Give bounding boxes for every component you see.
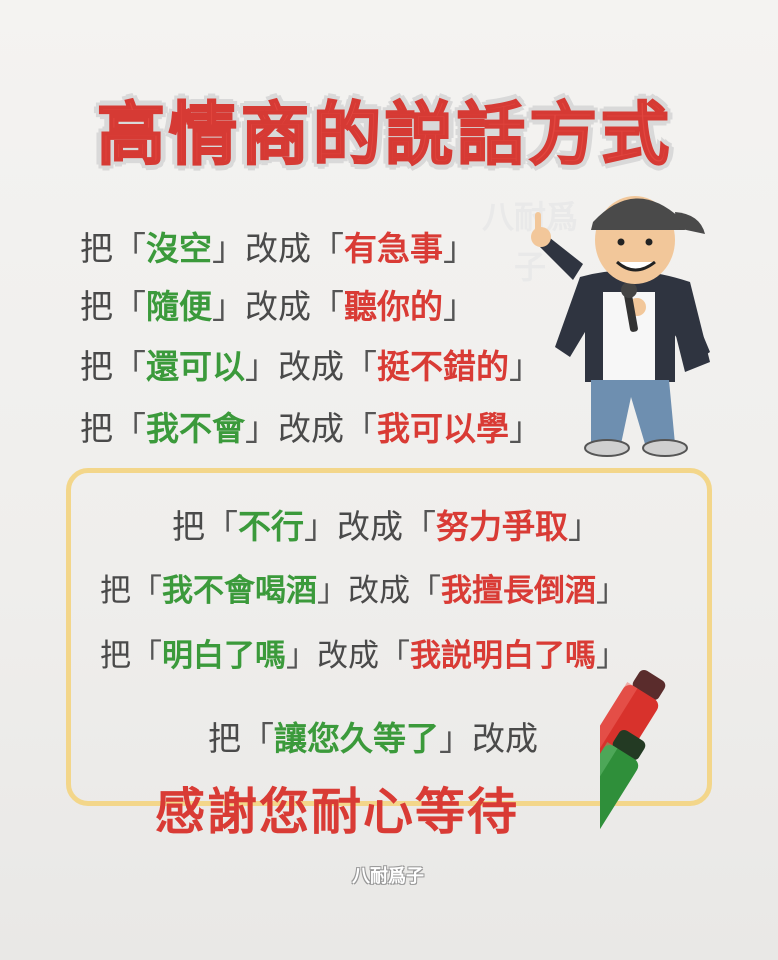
quote-open: 「 (205, 507, 238, 546)
phrase-to: 有急事 (344, 229, 443, 268)
quote-open: 「 (311, 229, 344, 268)
quote-close: 」 (568, 507, 601, 546)
title-text: 高情商的説話方式 (96, 95, 673, 176)
line-prefix: 把 (80, 347, 113, 386)
line-prefix: 把 (208, 719, 241, 758)
line-prefix: 把 (80, 229, 113, 268)
red-green-marker-pens-icon (600, 670, 666, 900)
line-prefix: 把 (100, 573, 131, 609)
phrase-from: 我不會 (146, 409, 245, 448)
quote-open: 「 (131, 573, 162, 609)
quote-open: 「 (344, 409, 377, 448)
quote-close: 」 (443, 229, 476, 268)
quote-open: 「 (113, 287, 146, 326)
quote-close: 」 (245, 347, 278, 386)
phrase-from: 沒空 (146, 229, 212, 268)
phrase-from: 不行 (238, 507, 304, 546)
quote-close: 」 (509, 347, 542, 386)
phrase-from: 讓您久等了 (274, 719, 439, 758)
line-mid: 改成 (472, 719, 538, 758)
watermark-bottom: 八耐爲子 (352, 866, 424, 887)
phrase-to: 挺不錯的 (377, 347, 509, 386)
quote-open: 「 (311, 287, 344, 326)
quote-close: 」 (245, 409, 278, 448)
phrase-to: 我説明白了嗎 (410, 638, 596, 674)
quote-close: 」 (439, 719, 472, 758)
quote-close: 」 (443, 287, 476, 326)
phrase-from: 還可以 (146, 347, 245, 386)
line-mid: 改成 (278, 409, 344, 448)
quote-close: 」 (304, 507, 337, 546)
quote-close: 」 (509, 409, 542, 448)
quote-close: 」 (596, 638, 627, 674)
quote-open: 「 (131, 638, 162, 674)
page-title: 高情商的説話方式 (55, 78, 715, 178)
quote-open: 「 (379, 638, 410, 674)
watermark-top-text: 八耐爲子 (481, 198, 578, 286)
phrase-to: 我可以學 (377, 409, 509, 448)
line-mid: 改成 (278, 347, 344, 386)
phrase-to: 努力爭取 (436, 507, 568, 546)
quote-close: 」 (212, 229, 245, 268)
quote-close: 」 (286, 638, 317, 674)
phrase-from: 明白了嗎 (162, 638, 286, 674)
line-mid: 改成 (337, 507, 403, 546)
quote-open: 「 (113, 409, 146, 448)
phrase-from: 隨便 (146, 287, 212, 326)
phrase-line-3: 把 「 還可以 」 改成 「 挺不錯的 」 (80, 340, 542, 388)
phrase-line-2: 把 「 隨便 」 改成 「 聽你的 」 (80, 280, 476, 328)
line-mid: 改成 (245, 287, 311, 326)
line-mid: 改成 (245, 229, 311, 268)
line-prefix: 把 (80, 409, 113, 448)
phrase-line-1: 把 「 沒空 」 改成 「 有急事 」 (80, 222, 476, 270)
quote-close: 」 (212, 287, 245, 326)
phrase-from: 我不會喝酒 (162, 573, 317, 609)
line-prefix: 把 (80, 287, 113, 326)
line-mid: 改成 (317, 638, 379, 674)
line-prefix: 把 (100, 638, 131, 674)
phrase-line-7: 把 「 明白了嗎 」 改成 「 我説明白了嗎 」 (100, 630, 627, 675)
quote-open: 「 (241, 719, 274, 758)
quote-close: 」 (596, 573, 627, 609)
line-prefix: 把 (172, 507, 205, 546)
cartoon-man-with-microphone-icon (531, 196, 710, 457)
phrase-line-5: 把 「 不行 」 改成 「 努力爭取 」 (172, 500, 601, 548)
phrase-line-6: 把 「 我不會喝酒 」 改成 「 我擅長倒酒 」 (100, 565, 627, 610)
watermark-top: 八耐爲子 (480, 192, 580, 300)
quote-close: 」 (317, 573, 348, 609)
quote-open: 「 (403, 507, 436, 546)
final-phrase: 感謝您耐心等待 (155, 783, 519, 841)
quote-open: 「 (344, 347, 377, 386)
quote-open: 「 (113, 347, 146, 386)
quote-open: 「 (113, 229, 146, 268)
quote-open: 「 (410, 573, 441, 609)
highlight-box (66, 468, 712, 806)
phrase-line-8: 把 「 讓您久等了 」 改成 (208, 712, 538, 760)
phrase-to: 我擅長倒酒 (441, 573, 596, 609)
line-mid: 改成 (348, 573, 410, 609)
phrase-to: 聽你的 (344, 287, 443, 326)
phrase-line-4: 把 「 我不會 」 改成 「 我可以學 」 (80, 402, 542, 450)
